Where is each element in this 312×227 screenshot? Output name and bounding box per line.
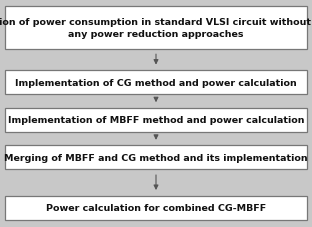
Bar	[5, 196, 307, 220]
Bar	[5, 109, 307, 132]
Text: Power calculation for combined CG-MBFF: Power calculation for combined CG-MBFF	[46, 203, 266, 212]
Text: Implementation of MBFF method and power calculation: Implementation of MBFF method and power …	[8, 116, 304, 125]
Text: Implementation of CG method and power calculation: Implementation of CG method and power ca…	[15, 78, 297, 87]
Bar	[5, 146, 307, 170]
Bar	[5, 71, 307, 95]
Text: Investigation of power consumption in standard VLSI circuit without exploiting
a: Investigation of power consumption in st…	[0, 18, 312, 39]
Text: Merging of MBFF and CG method and its implementation: Merging of MBFF and CG method and its im…	[4, 153, 308, 162]
Bar	[5, 7, 307, 49]
